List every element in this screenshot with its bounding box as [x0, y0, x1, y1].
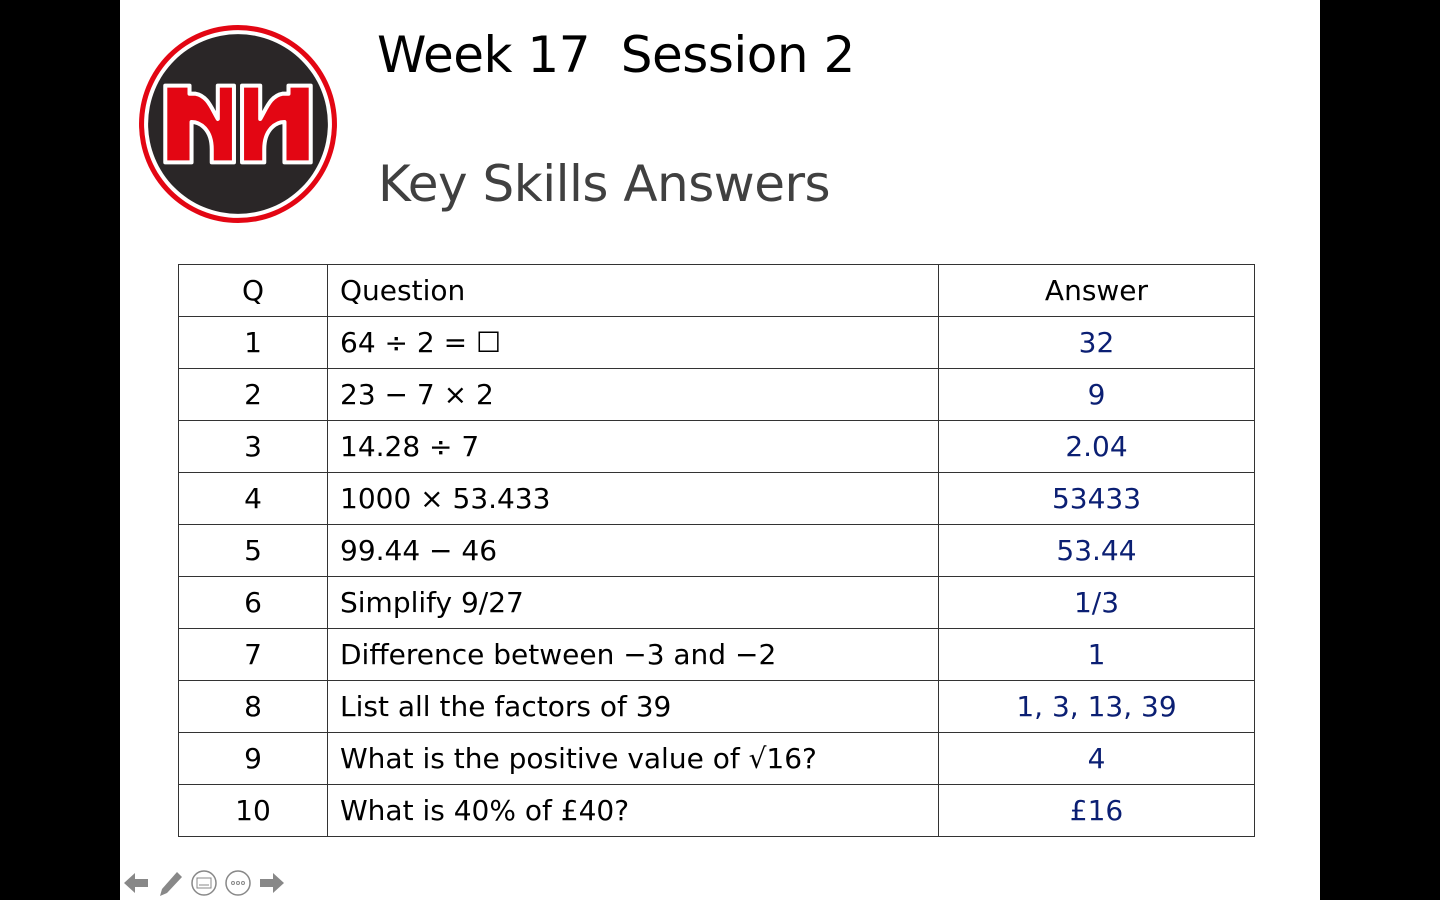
answer-cell: 1/3 — [938, 576, 1255, 629]
question-cell: What is 40% of £40? — [327, 784, 939, 837]
q-number: 1 — [178, 316, 328, 369]
table-row: 1 64 ÷ 2 = ☐ 32 — [178, 316, 1255, 369]
q-number: 9 — [178, 732, 328, 785]
table-row: 6 Simplify 9/27 1/3 — [178, 576, 1255, 629]
more-icon[interactable] — [224, 869, 252, 897]
pencil-icon[interactable] — [156, 868, 184, 898]
answer-cell: 1 — [938, 628, 1255, 681]
answer-cell: 32 — [938, 316, 1255, 369]
q-number: 6 — [178, 576, 328, 629]
answer-cell: 2.04 — [938, 420, 1255, 473]
slideshow-controls — [122, 868, 286, 898]
table-row: 3 14.28 ÷ 7 2.04 — [178, 420, 1255, 473]
answer-cell: £16 — [938, 784, 1255, 837]
question-cell: 23 − 7 × 2 — [327, 368, 939, 421]
answer-cell: 4 — [938, 732, 1255, 785]
question-cell: 14.28 ÷ 7 — [327, 420, 939, 473]
q-number: 10 — [178, 784, 328, 837]
subtitles-icon[interactable] — [190, 869, 218, 897]
question-cell: Difference between −3 and −2 — [327, 628, 939, 681]
header-answer: Answer — [938, 264, 1255, 317]
arrow-right-icon[interactable] — [258, 870, 286, 896]
table-row: 9 What is the positive value of √16? 4 — [178, 732, 1255, 785]
q-number: 5 — [178, 524, 328, 577]
question-cell: Simplify 9/27 — [327, 576, 939, 629]
question-cell: 64 ÷ 2 = ☐ — [327, 316, 939, 369]
table-row: 4 1000 × 53.433 53433 — [178, 472, 1255, 525]
table-row: 10 What is 40% of £40? £16 — [178, 784, 1255, 837]
table-row: 8 List all the factors of 39 1, 3, 13, 39 — [178, 680, 1255, 733]
answer-cell: 1, 3, 13, 39 — [938, 680, 1255, 733]
question-cell: 1000 × 53.433 — [327, 472, 939, 525]
q-number: 4 — [178, 472, 328, 525]
table-header-row: Q Question Answer — [178, 264, 1255, 317]
q-number: 8 — [178, 680, 328, 733]
answer-cell: 53.44 — [938, 524, 1255, 577]
q-number: 7 — [178, 628, 328, 681]
header-q: Q — [178, 264, 328, 317]
page-subtitle: Key Skills Answers — [378, 155, 831, 213]
question-cell: What is the positive value of √16? — [327, 732, 939, 785]
answers-table: Q Question Answer 1 64 ÷ 2 = ☐ 32 2 23 − 7 ×… — [178, 264, 1255, 837]
arrow-left-icon[interactable] — [122, 870, 150, 896]
answer-cell: 53433 — [938, 472, 1255, 525]
page-title: Week 17 Session 2 — [377, 26, 855, 84]
question-cell: List all the factors of 39 — [327, 680, 939, 733]
header-question: Question — [327, 264, 939, 317]
q-number: 2 — [178, 368, 328, 421]
q-number: 3 — [178, 420, 328, 473]
logo — [139, 25, 337, 223]
table-row: 7 Difference between −3 and −2 1 — [178, 628, 1255, 681]
answer-cell: 9 — [938, 368, 1255, 421]
table-row: 5 99.44 − 46 53.44 — [178, 524, 1255, 577]
question-cell: 99.44 − 46 — [327, 524, 939, 577]
